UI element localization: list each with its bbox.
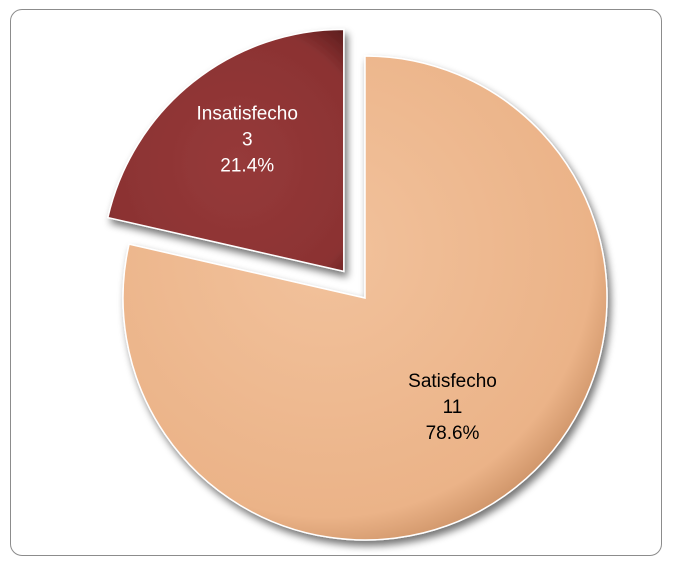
slice-satisfecho-value: 11 xyxy=(443,397,463,418)
slice-insatisfecho xyxy=(106,28,345,273)
slice-insatisfecho-percent: 21.4% xyxy=(220,155,274,176)
slice-satisfecho-percent: 78.6% xyxy=(426,423,480,444)
labels-layer: Satisfecho 11 78.6% Insatisfecho 3 21.4% xyxy=(197,103,497,443)
slice-insatisfecho-value: 3 xyxy=(242,129,253,150)
slice-insatisfecho-label: Insatisfecho xyxy=(197,103,298,124)
slices-layer xyxy=(106,28,608,541)
slice-satisfecho xyxy=(122,55,608,541)
slice-satisfecho-label: Satisfecho xyxy=(408,371,497,392)
